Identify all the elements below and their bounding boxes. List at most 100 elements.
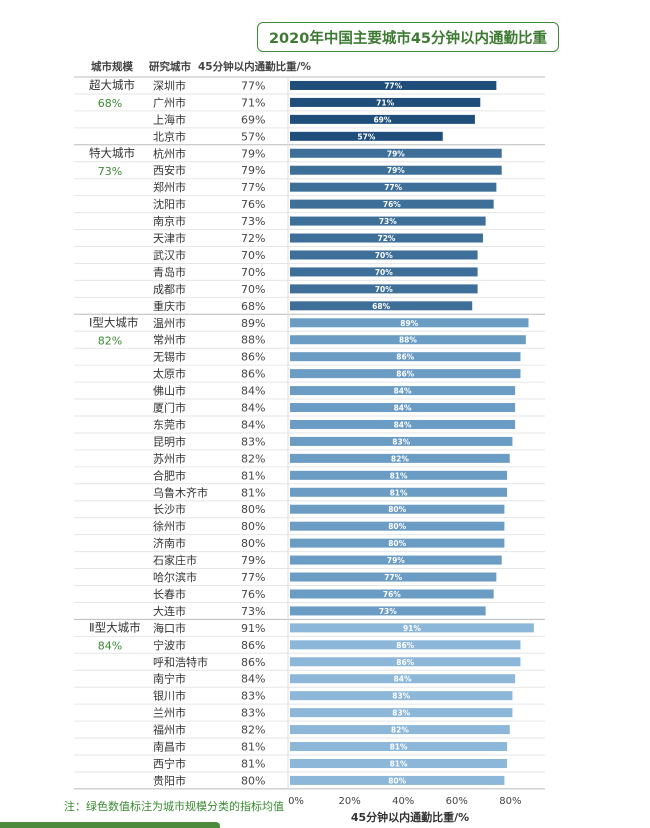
chart-title: 2020年中国主要城市45分钟以内通勤比重 <box>257 22 559 52</box>
bar-label: 79% <box>387 149 405 158</box>
bar-label: 83% <box>392 709 410 718</box>
city-percent: 71% <box>241 96 265 109</box>
group-name: Ⅱ型大城市 <box>89 620 141 634</box>
city-name: 成都市 <box>153 282 186 296</box>
bar <box>290 657 521 667</box>
city-percent: 57% <box>241 130 265 143</box>
city-percent: 82% <box>241 724 265 737</box>
city-name: 上海市 <box>153 112 186 126</box>
bar <box>290 453 510 463</box>
city-percent: 70% <box>241 249 265 262</box>
city-percent: 76% <box>241 198 265 211</box>
city-name: 长沙市 <box>153 502 186 516</box>
bar-label: 76% <box>383 200 401 209</box>
city-name: 苏州市 <box>153 451 186 465</box>
bar-label: 80% <box>388 505 406 514</box>
bar-label: 89% <box>400 319 418 328</box>
city-name: 西宁市 <box>153 756 186 770</box>
bar <box>290 691 513 701</box>
city-name: 太原市 <box>153 367 186 381</box>
bar-label: 82% <box>391 454 409 463</box>
city-percent: 81% <box>241 757 265 770</box>
bar-label: 86% <box>396 658 414 667</box>
bar <box>290 538 505 548</box>
city-name: 银川市 <box>153 689 186 703</box>
bar <box>290 318 529 328</box>
city-percent: 80% <box>241 537 265 550</box>
bar-label: 81% <box>390 743 408 752</box>
bar <box>290 623 534 633</box>
bar-label: 91% <box>403 624 421 633</box>
city-name: 乌鲁木齐市 <box>153 485 208 499</box>
city-name: 徐州市 <box>153 519 186 533</box>
bar-label: 86% <box>396 370 414 379</box>
bar-label: 70% <box>375 285 393 294</box>
bar-label: 72% <box>378 234 396 243</box>
city-percent: 79% <box>241 164 265 177</box>
city-percent: 79% <box>241 554 265 567</box>
city-percent: 82% <box>241 452 265 465</box>
bar <box>290 572 497 582</box>
bar <box>290 165 502 175</box>
x-tick-label: 60% <box>446 796 468 807</box>
header-scale: 城市规模 <box>91 60 133 73</box>
city-name: 福州市 <box>153 723 186 737</box>
city-percent: 86% <box>241 639 265 652</box>
group-average: 73% <box>98 165 122 178</box>
group-average: 68% <box>98 97 122 110</box>
bar-label: 80% <box>388 522 406 531</box>
bar <box>290 80 497 90</box>
city-percent: 70% <box>241 283 265 296</box>
bar <box>290 708 513 718</box>
city-percent: 70% <box>241 266 265 279</box>
bar-label: 83% <box>392 437 410 446</box>
bar-label: 81% <box>390 759 408 768</box>
city-name: 宁波市 <box>153 638 186 652</box>
bar <box>290 216 486 226</box>
bar-label: 73% <box>379 217 397 226</box>
group-average: 84% <box>98 639 122 652</box>
bar-label: 84% <box>394 404 412 413</box>
bar <box>290 775 505 785</box>
bar <box>290 182 497 192</box>
city-percent: 81% <box>241 486 265 499</box>
bar-label: 84% <box>394 420 412 429</box>
city-name: 南宁市 <box>153 672 186 686</box>
bar <box>290 267 478 277</box>
city-name: 重庆市 <box>153 299 186 313</box>
group-name: Ⅰ型大城市 <box>89 315 138 329</box>
city-name: 无锡市 <box>153 350 186 364</box>
bar-label: 82% <box>391 726 409 735</box>
bar-label: 81% <box>390 471 408 480</box>
city-percent: 84% <box>241 402 265 415</box>
city-name: 北京市 <box>153 129 186 143</box>
bar <box>290 335 526 345</box>
bar-label: 80% <box>388 539 406 548</box>
city-name: 杭州市 <box>153 146 186 160</box>
bar <box>290 742 508 752</box>
x-axis: 0% 20% 40% 60% 80% 45分钟以内通勤比重/% <box>288 796 521 824</box>
city-percent: 77% <box>241 79 265 92</box>
city-name: 天津市 <box>153 231 186 245</box>
city-percent: 68% <box>241 300 265 313</box>
city-name: 沈阳市 <box>153 197 186 211</box>
bar <box>290 301 473 311</box>
bar <box>290 97 481 107</box>
bar <box>290 250 478 260</box>
group-name: 特大城市 <box>89 146 135 160</box>
bar-label: 77% <box>384 573 402 582</box>
bar <box>290 369 521 379</box>
city-name: 合肥市 <box>153 468 186 482</box>
city-percent: 79% <box>241 147 265 160</box>
bar <box>290 640 521 650</box>
city-percent: 86% <box>241 656 265 669</box>
bar <box>290 114 475 124</box>
city-percent: 80% <box>241 520 265 533</box>
footnote: 注：绿色数值标注为城市规模分类的指标均值 <box>64 800 284 813</box>
bar-label: 80% <box>388 776 406 785</box>
city-percent: 84% <box>241 385 265 398</box>
bar <box>290 233 483 243</box>
city-name: 石家庄市 <box>153 553 197 567</box>
bar <box>290 148 502 158</box>
